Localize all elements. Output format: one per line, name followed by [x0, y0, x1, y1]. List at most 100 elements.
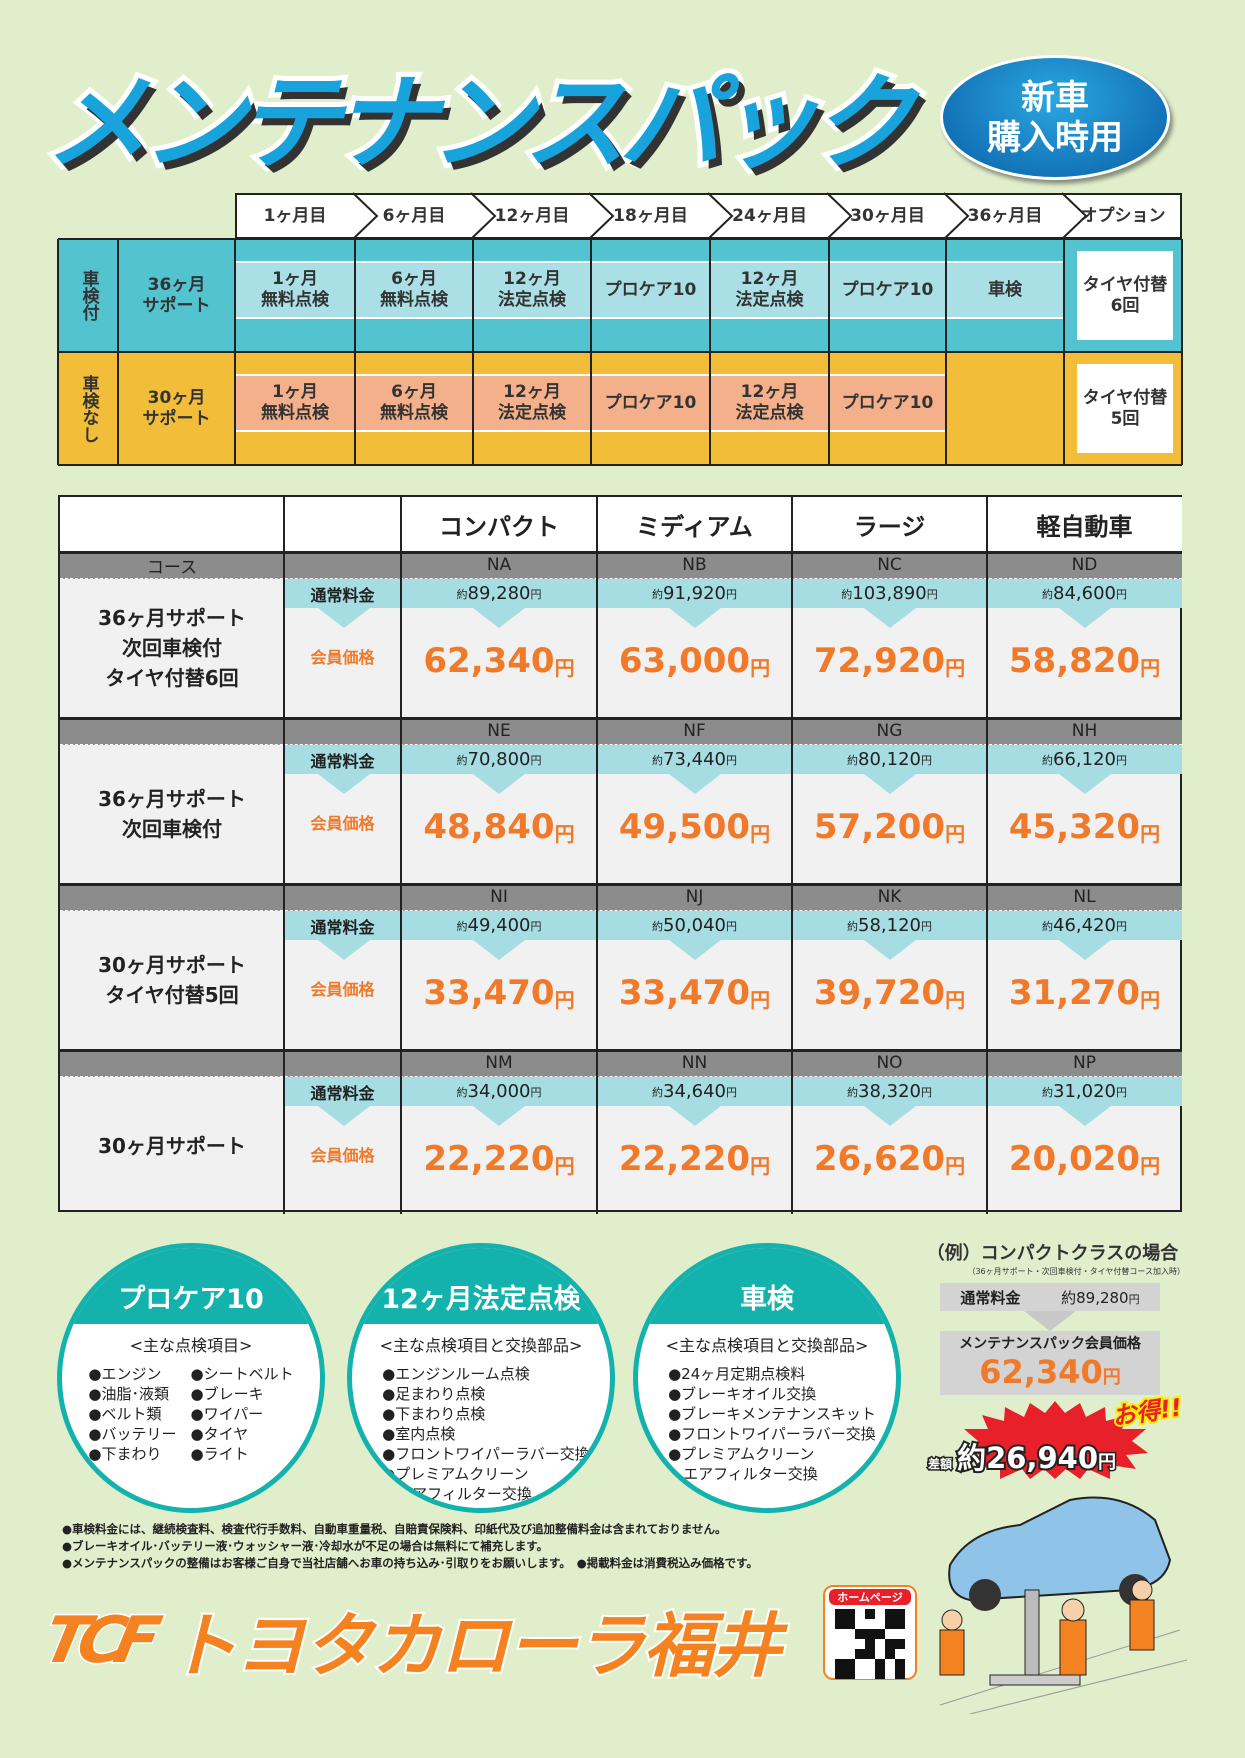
regular-price: 約 50,040 円 [597, 911, 792, 940]
schedule-band [235, 374, 355, 432]
regular-price: 約 34,000 円 [401, 1077, 597, 1106]
member-price: 22,220 円 [401, 1129, 597, 1179]
example-title: （例）コンパクトクラスの場合 [926, 1243, 1179, 1264]
schedule-cell: 1ヶ月 無料点検 [261, 269, 329, 310]
price-part: 円 [554, 1154, 575, 1178]
schedule-band [355, 374, 473, 432]
price-part: 91,920 [663, 583, 726, 604]
schedule-column-header: 24ヶ月目 [732, 205, 807, 226]
member-price: 39,720 円 [792, 963, 987, 1013]
table-line [986, 497, 988, 1214]
price-part: 48,840 [423, 807, 555, 847]
service-list: ●エンジン ●油脂･液類 ●ベルト類 ●バッテリー ●下まわり [88, 1364, 176, 1464]
down-arrow-icon [668, 774, 721, 794]
regular-price: 約 49,400 円 [401, 911, 597, 940]
diff-row: 差額 約26,940円 [926, 1439, 1117, 1481]
service-item: ●ワイパー [190, 1405, 264, 1423]
schedule-cell: プロケア10 [841, 279, 934, 300]
service-circle: 車検 <主な点検項目と交換部品> ●24ヶ月定期点検料 ●ブレーキオイル交換 ●ブレーキ… [633, 1243, 901, 1513]
table-line [58, 238, 1182, 240]
service-item: ●シートベルト [190, 1365, 294, 1383]
price-part: 円 [1115, 753, 1127, 767]
down-arrow-icon [1058, 608, 1111, 628]
regular-label: 通常料金 [310, 585, 375, 605]
service-item: ●エンジン [88, 1365, 162, 1383]
plan-code: NN [681, 1053, 708, 1073]
schedule-column-header: 30ヶ月目 [850, 205, 925, 226]
service-items: ●24ヶ月定期点検料 ●ブレーキオイル交換 ●ブレーキメンテナンスキット ●フロントワ… [648, 1364, 896, 1484]
mechanics-car-illustration [939, 1496, 1187, 1714]
class-header: コンパクト [401, 497, 597, 551]
price-part: 円 [554, 988, 575, 1012]
price-part: 約 [847, 753, 858, 767]
price-part: 89,280 [467, 583, 531, 604]
service-item: ●プレミアムクリーン [668, 1445, 815, 1463]
price-part: 約 [456, 1085, 468, 1099]
price-part: 約 [847, 1085, 858, 1099]
member-price: 49,500 円 [597, 797, 792, 847]
price-part: 円 [1140, 656, 1161, 680]
price-part: 円 [1115, 587, 1127, 601]
table-line [1181, 239, 1183, 465]
plan-code: NE [487, 721, 511, 741]
price-part: 22,220 [618, 1139, 751, 1179]
price-part: 約 [1042, 919, 1053, 933]
schedule-band [235, 261, 355, 319]
price-part: 円 [945, 988, 966, 1012]
price-part: 約 [1042, 753, 1053, 767]
price-part: 円 [920, 1085, 932, 1099]
schedule-column-header: 1ヶ月目 [263, 205, 327, 226]
price-part: 33,470 [618, 973, 751, 1013]
down-arrow-icon [668, 940, 721, 960]
price-part: 円 [945, 822, 966, 846]
plan-code: NP [1073, 1053, 1096, 1073]
notes: ●車検料金には、継続検査料、検査代行手数料、自動車重量税、自賠責保険料、印紙代及… [62, 1521, 758, 1572]
member-price: 33,470 円 [401, 963, 597, 1013]
regular-price: 約 91,920 円 [597, 579, 792, 608]
code-bar [60, 1049, 1182, 1077]
price-table: コンパクト ミディアム ラージ 軽自動車 コース 36ヶ月サポート 次回車検付 タイヤ付替6回… [58, 495, 1182, 1214]
price-part: 73,440 [663, 749, 726, 770]
regular-label: 通常料金 [310, 917, 375, 937]
price-part: 33,470 [423, 973, 555, 1013]
chevron-separators [352, 192, 1088, 240]
service-item: エアフィルター交換 [382, 1485, 532, 1503]
homepage-qr[interactable]: ホームページ [823, 1585, 917, 1680]
service-list: ●24ヶ月定期点検料 ●ブレーキオイル交換 ●ブレーキメンテナンスキット ●フロントワ… [668, 1364, 876, 1484]
service-items: ●エンジン ●油脂･液類 ●ベルト類 ●バッテリー ●下まわり ●シートベルト ●ブレーキ ●… [62, 1364, 320, 1464]
price-part: 円 [1115, 1085, 1127, 1099]
regular-price: 約 103,890 円 [792, 579, 987, 608]
price-part: 約 [652, 919, 663, 933]
schedule-band [710, 261, 829, 319]
tcf-logo-mark: TCF [36, 1602, 159, 1679]
schedule-option: タイヤ付替 5回 [1077, 364, 1173, 453]
price-part: 50,040 [663, 915, 726, 936]
schedule-column-header: 12ヶ月目 [494, 205, 570, 226]
regular-price: 約 46,420 円 [987, 911, 1182, 940]
schedule-band [710, 374, 829, 432]
schedule-cell: プロケア10 [604, 392, 697, 413]
member-label: 会員価格 [310, 1146, 375, 1165]
schedule-band [473, 374, 591, 432]
service-title: 12ヶ月法定点検 [352, 1248, 610, 1324]
plan-code: NI [490, 887, 508, 907]
regular-price: 約 70,800 円 [401, 745, 597, 774]
class-header: ラージ [792, 497, 987, 551]
schedule-cell: 12ヶ月 法定点検 [735, 382, 804, 423]
price-part: 円 [530, 753, 542, 767]
badge-line1: 新車 [1021, 78, 1089, 118]
price-part: 72,920 [813, 641, 946, 681]
table-line [400, 497, 402, 1214]
service-title: プロケア10 [62, 1248, 320, 1324]
schedule-cell: 6ヶ月 無料点検 [380, 382, 448, 423]
price-part: 円 [1140, 1154, 1161, 1178]
price-part: 約 [652, 587, 663, 601]
down-arrow-icon [863, 1106, 916, 1126]
regular-band [284, 579, 1182, 608]
class-header: 軽自動車 [987, 497, 1182, 551]
schedule-cell: 車検 [988, 279, 1022, 300]
price-part: 31,020 [1053, 1081, 1116, 1102]
price-part: 34,640 [663, 1081, 726, 1102]
course-name: 30ヶ月サポート [98, 1134, 246, 1158]
member-price: 57,200 円 [792, 797, 987, 847]
